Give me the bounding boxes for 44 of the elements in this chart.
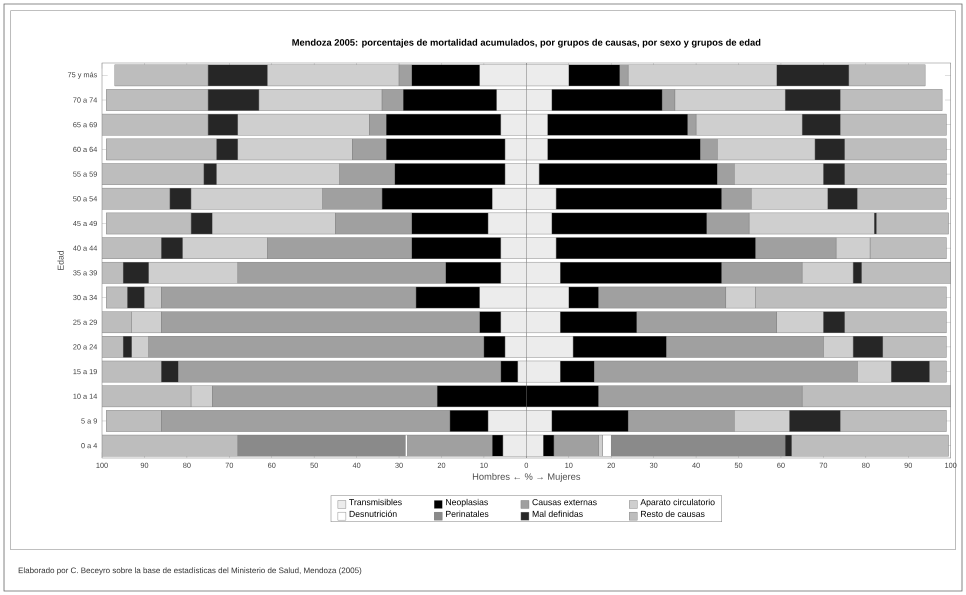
bar xyxy=(755,286,947,308)
bar xyxy=(106,410,162,432)
bar xyxy=(802,385,951,408)
bar xyxy=(106,89,208,111)
bar xyxy=(870,237,947,259)
bar xyxy=(840,89,942,111)
bar xyxy=(857,188,947,210)
legend-label: Aparato circulatorio xyxy=(640,498,715,507)
bar xyxy=(102,336,124,358)
bar xyxy=(102,311,132,334)
bar xyxy=(106,212,192,234)
legend-label: Desnutrición xyxy=(350,510,397,517)
bar xyxy=(102,163,204,185)
x-axis-title: Hombres ← % → Mujeres xyxy=(472,473,580,482)
bar xyxy=(882,336,947,358)
bar xyxy=(102,434,238,456)
chart-title: Mendoza 2005: porcentajes de mortalidad acumulados, por grupos de causas, por sexo y grupos de edad xyxy=(292,38,760,48)
bar xyxy=(114,64,208,86)
bar xyxy=(844,163,947,185)
bar xyxy=(102,114,208,136)
bar xyxy=(840,114,947,136)
y-axis-title: Edad xyxy=(57,250,64,270)
legend-label: Perinatales xyxy=(446,510,488,517)
legend-label: Neoplasias xyxy=(446,498,488,507)
legend-label: Mal definidas xyxy=(532,510,583,517)
bar xyxy=(848,64,926,86)
bar xyxy=(876,212,949,234)
bar xyxy=(102,237,162,259)
bar xyxy=(106,138,217,160)
bar xyxy=(102,262,124,284)
bar xyxy=(844,138,947,160)
bar xyxy=(844,311,947,334)
bar xyxy=(791,434,949,456)
bar xyxy=(102,385,192,408)
text: Elaborado por C. Beceyro sobre la base de estadísticas del Ministerio de Salud, Mendoza (2005) xyxy=(18,567,362,575)
bar xyxy=(102,360,162,382)
bar xyxy=(861,262,951,284)
legend-label: Causas externas xyxy=(532,499,597,506)
bar xyxy=(106,286,128,308)
bar xyxy=(929,360,947,382)
bar xyxy=(102,188,170,210)
legend-label: Resto de causas xyxy=(641,510,705,517)
bar xyxy=(840,410,947,432)
legend-label: Transmisibles xyxy=(349,498,402,506)
